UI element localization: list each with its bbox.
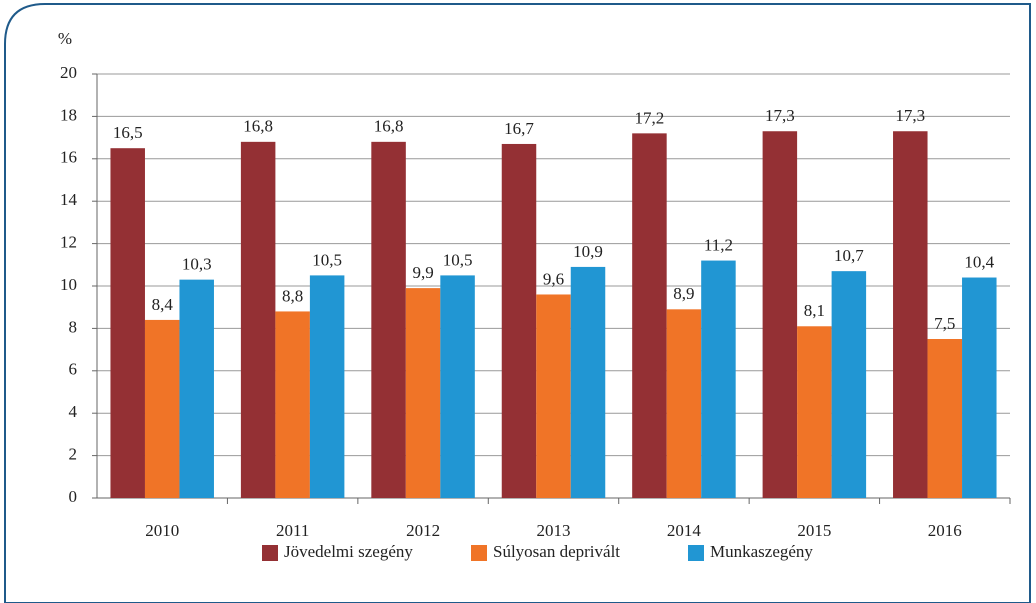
legend-label: Jövedelmi szegény (284, 542, 413, 561)
bar (701, 260, 736, 498)
value-label: 8,9 (673, 284, 694, 303)
bar (179, 279, 214, 498)
y-tick-label: 8 (69, 317, 78, 336)
bar (405, 288, 441, 498)
value-label: 17,3 (765, 106, 795, 125)
x-tick-label: 2014 (667, 521, 702, 540)
value-label: 9,6 (543, 269, 564, 288)
y-tick-label: 12 (60, 233, 77, 252)
value-label: 10,5 (443, 250, 473, 269)
value-label: 17,3 (895, 106, 925, 125)
bar (144, 319, 180, 498)
value-label: 11,2 (704, 235, 733, 254)
value-label: 7,5 (934, 314, 955, 333)
value-label: 10,3 (182, 255, 212, 274)
value-label: 10,7 (834, 246, 864, 265)
value-label: 8,4 (152, 295, 174, 314)
y-tick-label: 2 (69, 445, 78, 464)
value-label: 10,4 (964, 252, 994, 271)
bar (797, 326, 832, 498)
y-axis-label: % (58, 29, 72, 48)
value-label: 8,1 (804, 301, 825, 320)
y-tick-label: 14 (60, 190, 78, 209)
y-tick-label: 4 (69, 402, 78, 421)
legend-swatch (688, 545, 704, 561)
value-label: 16,7 (504, 119, 534, 138)
bar (536, 294, 571, 498)
y-tick-label: 18 (60, 105, 77, 124)
x-tick-label: 2012 (406, 521, 440, 540)
bar (240, 141, 276, 498)
value-label: 8,8 (282, 286, 303, 305)
legend-label: Súlyosan deprivált (493, 542, 620, 561)
bar (275, 311, 310, 498)
legend-label: Munkaszegény (710, 542, 813, 561)
y-tick-label: 0 (69, 487, 78, 506)
y-tick-label: 20 (60, 63, 77, 82)
bar (371, 141, 406, 498)
x-tick-label: 2013 (537, 521, 571, 540)
bar (893, 131, 928, 499)
x-tick-label: 2011 (276, 521, 309, 540)
value-label: 16,8 (243, 117, 273, 136)
value-label: 10,5 (312, 250, 342, 269)
bar (501, 143, 537, 498)
bar (309, 275, 345, 498)
x-tick-label: 2016 (928, 521, 962, 540)
legend-swatch (262, 545, 278, 561)
y-tick-label: 6 (69, 360, 78, 379)
bar (831, 271, 867, 498)
value-label: 16,5 (113, 123, 143, 142)
value-label: 17,2 (635, 108, 665, 127)
legend-swatch (471, 545, 487, 561)
x-tick-label: 2015 (797, 521, 831, 540)
y-tick-label: 10 (60, 275, 77, 294)
bar (632, 133, 667, 499)
bar (110, 148, 145, 498)
y-tick-label: 16 (60, 148, 77, 167)
bar (570, 266, 606, 498)
bar (962, 277, 997, 498)
bar (666, 309, 702, 498)
bar (762, 131, 798, 499)
bar (440, 275, 475, 498)
x-tick-label: 2010 (145, 521, 179, 540)
bar (927, 339, 963, 498)
value-label: 16,8 (374, 117, 404, 136)
value-label: 10,9 (573, 242, 603, 261)
value-label: 9,9 (412, 263, 433, 282)
